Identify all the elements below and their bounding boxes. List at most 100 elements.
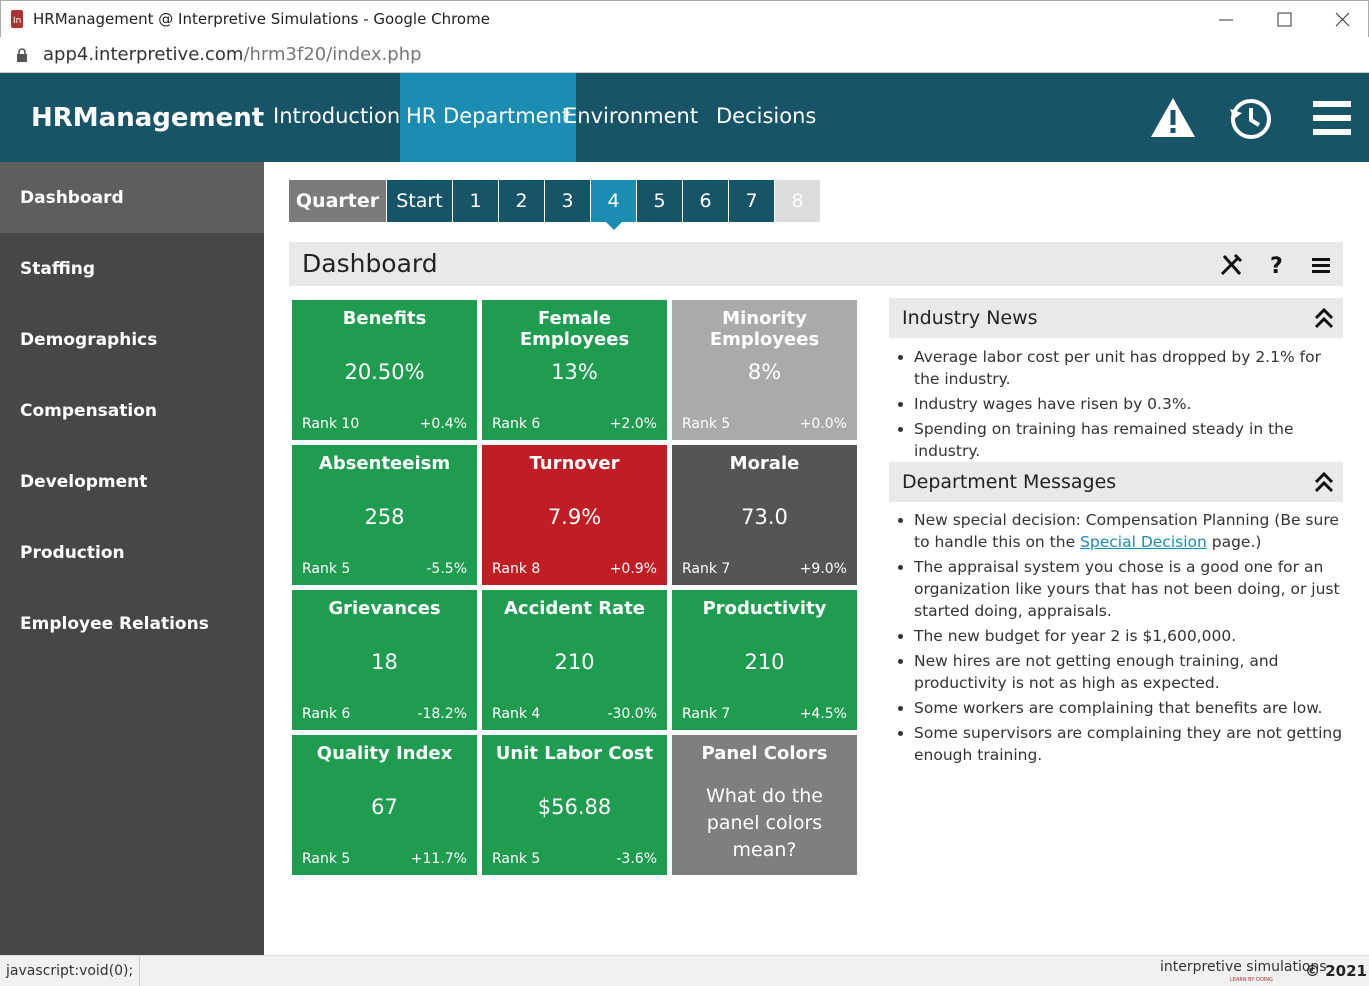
tile-title: Panel Colors: [701, 743, 828, 764]
nav-tab[interactable]: HR Department: [400, 73, 577, 162]
metric-tile: Grievances 18 Rank 6 -18.2%: [292, 590, 477, 730]
industry-news-list: Average labor cost per unit has dropped …: [889, 346, 1343, 465]
tile-value: 258: [364, 505, 405, 529]
tile-change: +0.4%: [419, 416, 467, 432]
tile-rank: Rank 6: [302, 706, 351, 722]
tile-text: What do the panel colors mean?: [706, 785, 823, 861]
collapse-icon[interactable]: [1313, 306, 1335, 330]
quarter-button[interactable]: 3: [545, 180, 591, 222]
app-icon: In: [11, 10, 23, 28]
tile-change: +11.7%: [410, 851, 467, 867]
status-text: javascript:void(0);: [0, 956, 141, 986]
sidebar-item[interactable]: Development: [20, 472, 148, 492]
url-path: /hrm3f20/index.php: [243, 44, 422, 65]
metric-tile: Quality Index 67 Rank 5 +11.7%: [292, 735, 477, 875]
tile-value: 13%: [551, 360, 598, 384]
tile-rank: Rank 5: [682, 416, 731, 432]
message-item: New hires are not getting enough trainin…: [914, 650, 1343, 694]
address-bar[interactable]: app4.interpretive.com/hrm3f20/index.php: [0, 37, 1369, 73]
sidebar-item[interactable]: Dashboard: [0, 162, 264, 233]
window-title: HRManagement @ Interpretive Simulations …: [33, 10, 490, 28]
tile-rank: Rank 5: [492, 851, 541, 867]
tile-title: Accident Rate: [503, 598, 646, 619]
tile-value: 8%: [747, 360, 782, 384]
tile-change: -5.5%: [426, 561, 467, 577]
tile-rank: Rank 5: [302, 561, 351, 577]
quarter-selector: Quarter Start 1 2 3 4 5 6 7 8: [289, 180, 821, 230]
tile-value: 67: [371, 795, 398, 819]
tile-title: Unit Labor Cost: [495, 743, 654, 764]
tile-title: Female Employees: [519, 308, 630, 350]
quarter-button[interactable]: 1: [453, 180, 499, 222]
tile-change: +9.0%: [799, 561, 847, 577]
nav-tab[interactable]: Decisions: [716, 104, 817, 128]
metric-tile: Productivity 210 Rank 7 +4.5%: [672, 590, 857, 730]
tile-value: $56.88: [537, 795, 612, 819]
tile-title: Absenteeism: [318, 453, 451, 474]
department-messages-title: Department Messages: [902, 471, 1117, 493]
tile-change: -30.0%: [607, 706, 657, 722]
metric-tile: Minority Employees 8% Rank 5 +0.0%: [672, 300, 857, 440]
nav-tab[interactable]: Introduction: [273, 104, 401, 128]
sidebar-item[interactable]: Demographics: [20, 330, 158, 350]
collapse-icon[interactable]: [1313, 470, 1335, 494]
news-item: Average labor cost per unit has dropped …: [914, 346, 1343, 390]
svg-text:?: ?: [1270, 254, 1283, 277]
tile-change: -18.2%: [417, 706, 467, 722]
tile-value: 7.9%: [547, 505, 602, 529]
quarter-label: Quarter: [289, 180, 387, 222]
tile-rank: Rank 5: [302, 851, 351, 867]
metric-tile: Female Employees 13% Rank 6 +2.0%: [482, 300, 667, 440]
news-item: Industry wages have risen by 0.3%.: [914, 393, 1343, 415]
tile-title: Grievances: [328, 598, 441, 619]
brand[interactable]: HRManagement: [31, 103, 265, 133]
quarter-button[interactable]: 7: [729, 180, 775, 222]
department-messages-list: New special decision: Compensation Plann…: [889, 509, 1343, 769]
message-item: Some supervisors are complaining they ar…: [914, 722, 1343, 766]
sidebar: Dashboard Staffing Demographics Compensatio…: [0, 162, 264, 955]
title-bar: In HRManagement @ Interpretive Simulatio…: [0, 0, 1369, 37]
tile-title: Quality Index: [316, 743, 453, 764]
industry-news-header[interactable]: Industry News: [889, 298, 1343, 338]
tile-rank: Rank 6: [492, 416, 541, 432]
tile-rank: Rank 8: [492, 561, 541, 577]
quarter-button[interactable]: Start: [387, 180, 453, 222]
svg-text:In: In: [13, 16, 21, 26]
metric-tile: Absenteeism 258 Rank 5 -5.5%: [292, 445, 477, 585]
department-messages-header[interactable]: Department Messages: [889, 462, 1343, 502]
sidebar-item[interactable]: Employee Relations: [20, 614, 209, 634]
lock-icon: [17, 48, 27, 62]
window-controls[interactable]: [1211, 9, 1361, 31]
sidebar-item[interactable]: Production: [20, 543, 125, 563]
dashboard-tools[interactable]: ?: [1219, 253, 1334, 277]
tile-rank: Rank 4: [492, 706, 541, 722]
logo-tagline: LEARN BY DOING: [1230, 977, 1273, 983]
message-text: New special decision: Compensation Plann…: [914, 511, 1339, 551]
logo: interpretive simulations: [1160, 959, 1327, 975]
message-item: The new budget for year 2 is $1,600,000.: [914, 625, 1343, 647]
sidebar-item[interactable]: Compensation: [20, 401, 157, 421]
tile-title: Productivity: [702, 598, 827, 619]
tile-rank: Rank 7: [682, 561, 731, 577]
message-item: The appraisal system you chose is a good…: [914, 556, 1343, 622]
quarter-button[interactable]: 5: [637, 180, 683, 222]
tile-rank: Rank 7: [682, 706, 731, 722]
nav-bar: HRManagement Introduction HR Department En…: [0, 73, 1369, 162]
message-link[interactable]: Special Decision: [1080, 533, 1207, 551]
sidebar-item[interactable]: Staffing: [20, 259, 96, 279]
tile-change: +2.0%: [609, 416, 657, 432]
nav-icons[interactable]: [1150, 95, 1360, 143]
message-item: Some workers are complaining that benefi…: [914, 697, 1343, 719]
quarter-button[interactable]: 2: [499, 180, 545, 222]
metric-tile: Morale 73.0 Rank 7 +9.0%: [672, 445, 857, 585]
tile-title: Benefits: [342, 308, 427, 329]
quarter-button[interactable]: 4: [591, 180, 637, 230]
footer: javascript:void(0); interpretive simulat…: [0, 955, 1369, 986]
metric-tile[interactable]: Panel Colors What do the panel colors mea…: [672, 735, 857, 875]
nav-tab[interactable]: Environment: [564, 104, 699, 128]
quarter-button[interactable]: 6: [683, 180, 729, 222]
tile-value: 18: [371, 650, 398, 674]
tile-title: Minority Employees: [709, 308, 820, 350]
tile-change: +0.0%: [799, 416, 847, 432]
